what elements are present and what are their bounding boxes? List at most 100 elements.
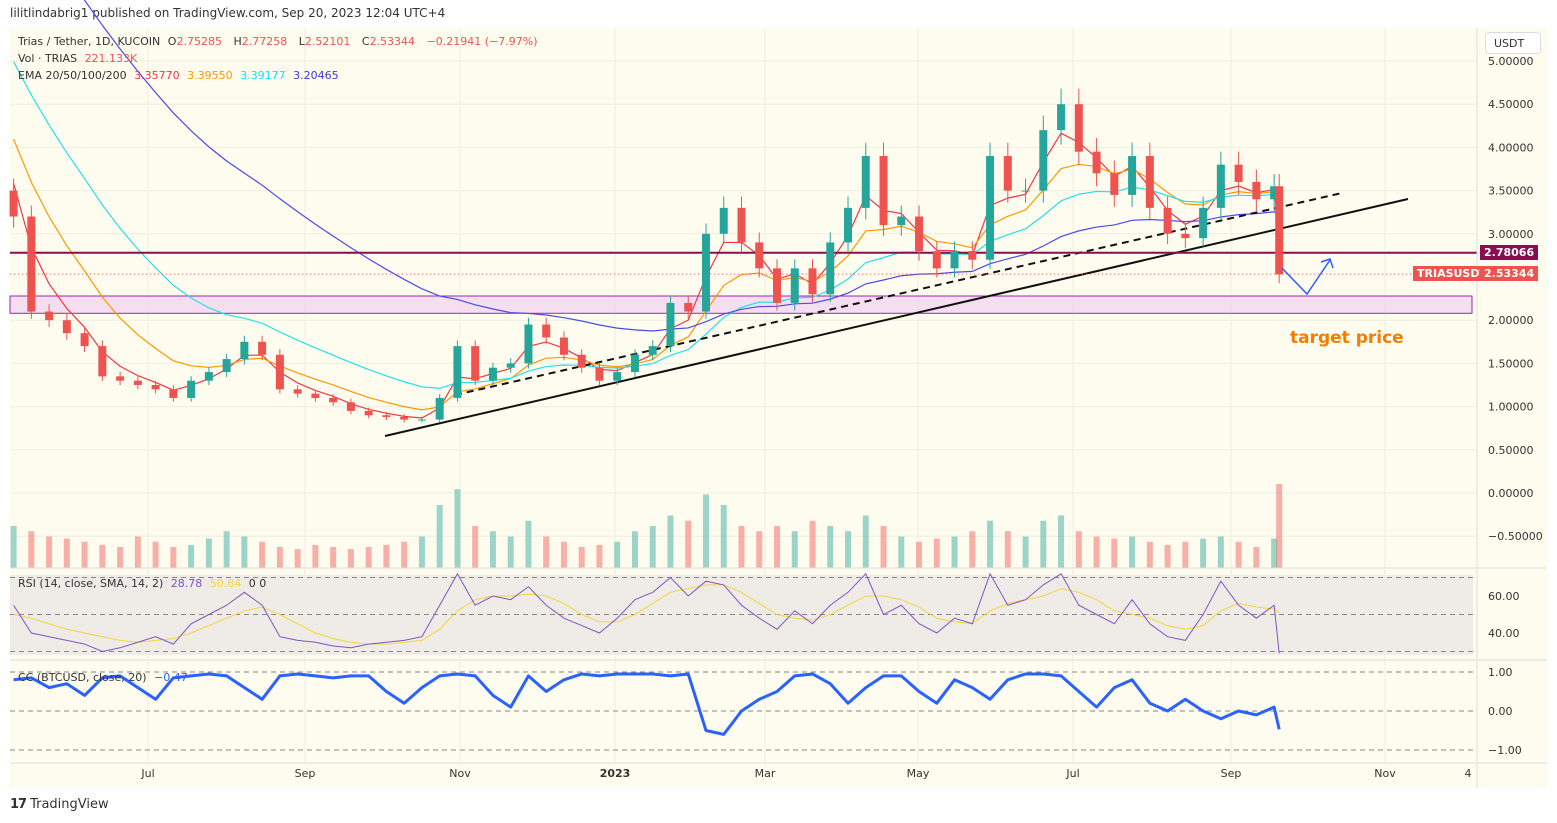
high-value: 2.77258: [241, 35, 288, 48]
volume-bar: [560, 541, 567, 568]
trendline-solid[interactable]: [384, 198, 1409, 437]
candle-body: [62, 320, 71, 334]
volume-bar: [294, 549, 301, 568]
volume-bar: [205, 538, 212, 568]
symbol-title[interactable]: Trias / Tether, 1D, KUCOIN: [18, 35, 161, 48]
volume-bar: [312, 544, 319, 568]
volume-bar: [241, 536, 248, 568]
volume-bar: [845, 531, 852, 568]
candle-body: [311, 393, 320, 398]
candle-body: [932, 251, 941, 269]
volume-bar: [1217, 536, 1224, 568]
price-tick-label: 0.50000: [1488, 444, 1534, 457]
change-value: −0.21941 (−7.97%): [426, 35, 538, 48]
candle-body: [1128, 156, 1137, 195]
volume-bar: [1058, 515, 1065, 568]
candle-body: [1252, 181, 1261, 200]
volume-bar: [1022, 536, 1029, 568]
volume-bar: [81, 541, 88, 568]
volume-bar: [1271, 538, 1278, 568]
price-tick-label: 3.00000: [1488, 228, 1534, 241]
tradingview-brand[interactable]: 17 TradingView: [10, 797, 109, 812]
volume-label[interactable]: Vol · TRIAS: [18, 52, 78, 65]
candle-body: [258, 341, 267, 355]
currency-button[interactable]: USDT: [1485, 32, 1541, 54]
price-tick-label: −0.50000: [1488, 530, 1543, 543]
volume-bar: [774, 526, 781, 568]
volume-bar: [1276, 484, 1283, 568]
candle-body: [719, 207, 728, 234]
volume-bar: [720, 505, 727, 568]
candle-body: [382, 415, 391, 417]
cc-tick-label: −1.00: [1488, 744, 1522, 757]
candle-body: [773, 268, 782, 303]
candle-body: [861, 156, 870, 208]
rsi-label[interactable]: RSI (14, close, SMA, 14, 2): [18, 577, 164, 590]
rsi-extra-value: 0 0: [248, 577, 267, 590]
volume-bar: [1182, 541, 1189, 568]
ema50-value: 3.39550: [187, 69, 233, 82]
cc-label[interactable]: CC (BTCUSD, close, 20): [18, 671, 147, 684]
volume-bar: [472, 526, 479, 568]
volume-bar: [685, 520, 692, 568]
candle-body: [346, 402, 355, 411]
time-tick-label: Sep: [1221, 767, 1242, 780]
candle-body: [98, 346, 107, 377]
candle-body: [151, 385, 160, 390]
candle-body: [417, 419, 426, 421]
volume-bar: [134, 536, 141, 568]
candle-body: [1039, 130, 1048, 191]
volume-bar: [649, 526, 656, 568]
rsi-tick-label: 40.00: [1488, 627, 1520, 640]
candle-body: [826, 242, 835, 295]
time-tick-label: Sep: [295, 767, 316, 780]
candle-body: [1181, 233, 1190, 239]
candle-body: [1003, 156, 1012, 191]
rsi-value: 28.78: [170, 577, 203, 590]
candle-body: [968, 251, 977, 260]
volume-bar: [827, 526, 834, 568]
price-tick-label: 1.50000: [1488, 357, 1534, 370]
cc-value: −0.47: [154, 671, 188, 684]
volume-bar: [1200, 538, 1207, 568]
axes: 5.00000 4.50000 4.00000 3.50000 3.00000 2.000…: [140, 55, 1542, 780]
candle-body: [577, 354, 586, 368]
trendline-dashed[interactable]: [454, 192, 1343, 396]
candle-body: [1163, 207, 1172, 234]
candle-body: [1199, 207, 1208, 239]
grid: [10, 28, 1477, 763]
legend-cc: CC (BTCUSD, close, 20) −0.47: [18, 671, 192, 684]
volume-bar: [330, 547, 337, 568]
target-price-label[interactable]: target price: [1290, 328, 1404, 348]
volume-bar: [951, 536, 958, 568]
time-tick-label: Mar: [755, 767, 776, 780]
symbol-tag: TRIASUSDT: [1413, 266, 1491, 281]
volume-bar: [614, 541, 621, 568]
candle-body: [488, 367, 497, 381]
price-tick-label: 4.00000: [1488, 141, 1534, 154]
candle-body: [648, 346, 657, 355]
volume-bar: [933, 538, 940, 568]
time-tick-label: Nov: [449, 767, 471, 780]
candle-body: [595, 367, 604, 381]
price-tick-label: 0.00000: [1488, 487, 1534, 500]
candle-body: [435, 397, 444, 420]
time-tick-label: Jul: [1065, 767, 1079, 780]
candle-body: [453, 346, 462, 398]
level-price-tag: 2.78066: [1480, 245, 1539, 260]
low-label: L: [298, 35, 305, 48]
projection-arrow[interactable]: [1281, 259, 1331, 296]
open-value: 2.75285: [176, 35, 222, 48]
volume-bar: [809, 520, 816, 568]
volume-bar: [188, 544, 195, 568]
rsi-sma-line: [13, 584, 1280, 645]
volume-bar: [1253, 547, 1260, 568]
ema-label[interactable]: EMA 20/50/100/200: [18, 69, 127, 82]
support-zone[interactable]: [9, 295, 1473, 314]
volume-bar: [28, 531, 35, 568]
volume-bar: [507, 536, 514, 568]
rsi-pane: [10, 572, 1473, 654]
candle-body: [879, 156, 888, 226]
volume-bar: [667, 515, 674, 568]
